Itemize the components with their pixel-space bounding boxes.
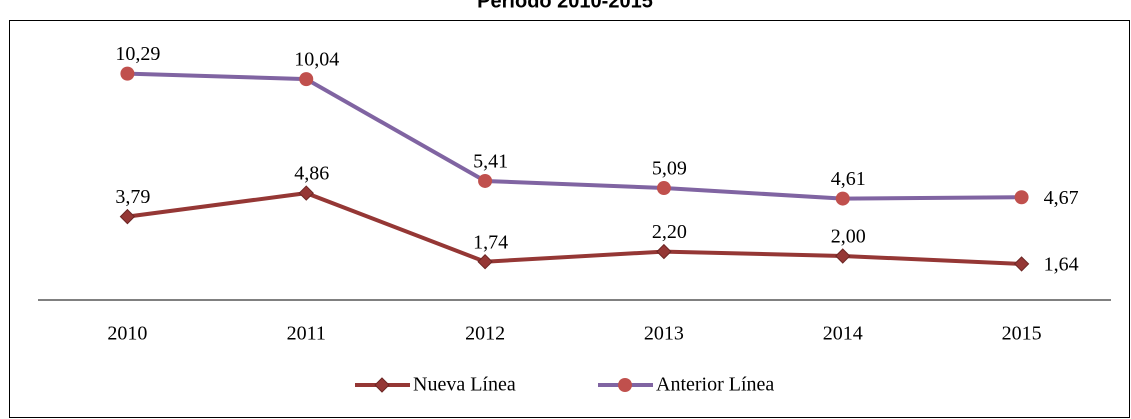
legend-label: Anterior Línea xyxy=(656,374,774,396)
data-label: 10,04 xyxy=(294,49,339,71)
data-label: 4,67 xyxy=(1044,187,1079,209)
marker xyxy=(1014,190,1029,205)
marker xyxy=(835,191,850,206)
marker xyxy=(656,243,672,260)
marker xyxy=(120,66,135,81)
marker xyxy=(299,72,314,87)
data-label: 1,74 xyxy=(473,231,508,253)
marker xyxy=(835,248,851,264)
x-tick-label: 2010 xyxy=(107,323,147,345)
chart-title: Periodo 2010-2015 xyxy=(477,0,653,12)
marker xyxy=(618,378,632,392)
series-line xyxy=(127,191,1022,266)
marker xyxy=(374,377,390,393)
series-line xyxy=(127,71,1022,201)
marker xyxy=(119,208,136,225)
legend-label: Nueva Línea xyxy=(413,374,516,396)
x-tick-label: 2014 xyxy=(823,323,863,345)
x-tick-label: 2011 xyxy=(287,323,326,345)
data-label: 4,61 xyxy=(831,168,866,190)
chart-frame xyxy=(9,20,1130,418)
data-label: 2,20 xyxy=(652,221,687,243)
data-label: 4,86 xyxy=(294,163,329,185)
data-label: 5,41 xyxy=(473,151,508,173)
data-label: 3,79 xyxy=(115,186,150,208)
marker xyxy=(656,181,671,196)
marker xyxy=(1013,256,1030,272)
data-label: 2,00 xyxy=(831,226,866,248)
x-tick-label: 2015 xyxy=(1002,323,1042,345)
marker xyxy=(477,254,493,270)
data-label: 5,09 xyxy=(652,158,687,180)
x-tick-label: 2013 xyxy=(644,323,684,345)
x-tick-label: 2012 xyxy=(465,323,505,345)
marker xyxy=(298,185,314,201)
data-label: 1,64 xyxy=(1044,254,1079,276)
data-label: 10,29 xyxy=(115,43,160,65)
marker xyxy=(478,173,493,188)
